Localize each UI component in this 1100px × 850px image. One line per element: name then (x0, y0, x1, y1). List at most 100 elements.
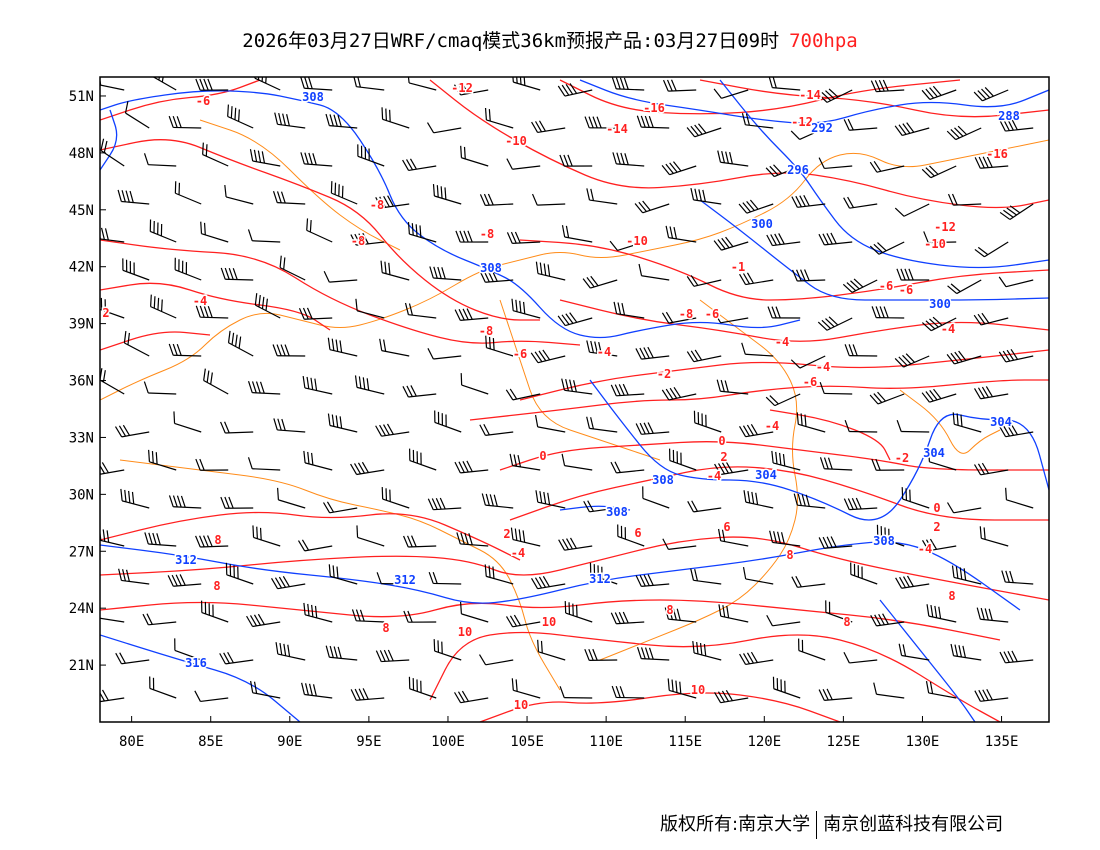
wind-barb (999, 650, 1034, 664)
border-line (100, 139, 1049, 401)
wind-barb (404, 302, 437, 319)
wind-barb (713, 88, 749, 99)
wind-barb (586, 416, 618, 433)
wind-barb (613, 301, 645, 319)
lon-tick-label: 125E (827, 734, 861, 750)
wind-barb (168, 343, 202, 357)
wind-barb (586, 340, 618, 357)
wind-barb (642, 486, 670, 509)
temperature-contour-label: 8 (666, 603, 673, 617)
wind-barb (662, 79, 697, 92)
wind-barb (635, 422, 670, 435)
wind-barb (510, 527, 541, 547)
wind-barb (254, 293, 281, 319)
wind-barb (871, 458, 905, 471)
wind-barb (921, 85, 957, 101)
wind-barb (843, 651, 878, 664)
wind-barb (194, 690, 229, 703)
wind-barb (766, 233, 801, 247)
wind-barb (790, 355, 826, 369)
wind-barb (561, 225, 593, 243)
temperature-contour-label: 0 (933, 501, 940, 515)
wind-barb (144, 532, 177, 547)
temperature-contour-label: 0 (539, 449, 546, 463)
wind-barb (484, 564, 514, 585)
wind-barb (739, 272, 774, 286)
wind-barb (427, 497, 462, 511)
height-contours (100, 79, 1049, 722)
wind-barb (224, 184, 254, 205)
temperature-contour-label: 6 (634, 526, 641, 540)
wind-barb (149, 676, 177, 699)
wind-barb (114, 424, 150, 438)
temperature-contour-label: 10 (691, 683, 705, 697)
temperature-contour-label: -4 (775, 335, 789, 349)
lon-tick-label: 135E (985, 734, 1019, 750)
wind-barb (817, 88, 853, 103)
wind-barb (869, 391, 905, 405)
wind-barb (1005, 487, 1034, 509)
wind-barb (928, 449, 957, 471)
wind-barb (561, 453, 593, 471)
wind-barb (100, 297, 125, 319)
temperature-contour-label: -8 (351, 234, 365, 248)
wind-barb (534, 414, 566, 433)
wind-barb (557, 312, 593, 327)
temperature-contour-label: -6 (705, 307, 719, 321)
wind-barb (195, 305, 229, 319)
temperature-contour-label: -12 (791, 115, 813, 129)
wind-barb (583, 500, 618, 513)
height-contour-label: 308 (873, 534, 895, 548)
country-borders (100, 119, 1049, 691)
wind-barb (772, 676, 801, 699)
lat-tick-label: 33N (69, 430, 94, 446)
wind-barb (635, 574, 670, 587)
wind-barb (297, 539, 333, 552)
wind-barb (330, 181, 358, 205)
wind-barb (275, 642, 306, 661)
wind-barb (220, 421, 254, 434)
height-contour-line (100, 109, 118, 171)
wind-barb (100, 462, 125, 475)
lat-tick-label: 36N (69, 374, 94, 390)
height-contour-label: 292 (811, 121, 833, 135)
temperature-contour-label: 2 (720, 450, 727, 464)
wind-barb (870, 613, 905, 627)
wind-barb (844, 344, 878, 357)
temperature-contour-label: -6 (879, 279, 893, 293)
wind-barb (122, 258, 150, 281)
wind-barb (148, 449, 177, 471)
temperature-contour-label: 6 (723, 520, 730, 534)
wind-barb (279, 255, 306, 281)
wind-barb (531, 576, 566, 590)
temperature-contour-label: -4 (765, 419, 779, 433)
wind-barb (460, 145, 489, 167)
border-line (499, 299, 661, 461)
wind-barb (407, 77, 437, 91)
wind-barb (143, 153, 177, 167)
height-contour-label: 288 (998, 109, 1020, 123)
wind-barb (716, 379, 749, 395)
wind-barb (455, 230, 489, 243)
height-contour-line (699, 199, 1049, 301)
temperature-contour-label: 2 (102, 306, 109, 320)
isotherm-line (100, 79, 261, 121)
border-line (119, 459, 561, 691)
wind-barb (350, 232, 385, 246)
temperature-contour-label: -6 (803, 375, 817, 389)
wind-barb (350, 688, 385, 701)
wind-barb (946, 502, 982, 514)
wind-barb (951, 565, 982, 585)
wind-barb (876, 524, 905, 547)
wind-barb (558, 537, 593, 551)
temperature-contour-label: 10 (514, 698, 528, 712)
wind-barb (434, 410, 462, 433)
lon-tick-label: 85E (198, 734, 223, 750)
wind-barb (328, 564, 358, 585)
temperature-contour-label: -8 (679, 307, 693, 321)
wind-barb (302, 375, 333, 395)
wind-barb (818, 688, 853, 701)
temperature-contour-label: -4 (707, 469, 721, 483)
contour-labels: -6-12-16-14-12-14-10-16-8-8-8 -10-12-10-4… (101, 80, 1021, 714)
wind-barb (925, 681, 957, 699)
